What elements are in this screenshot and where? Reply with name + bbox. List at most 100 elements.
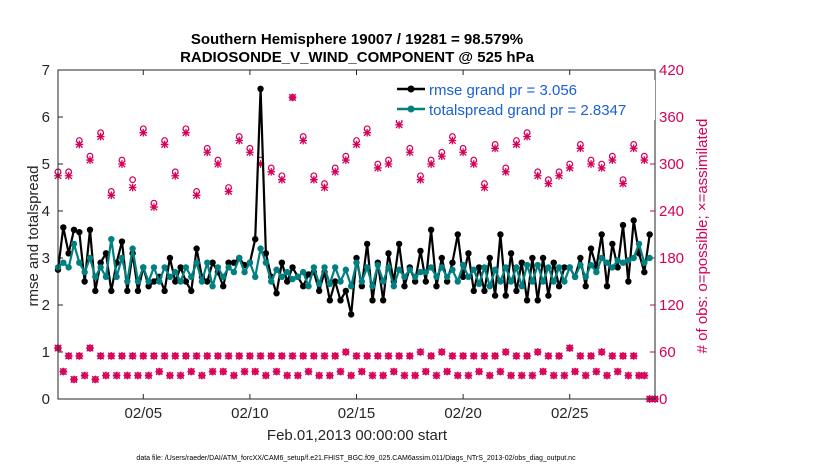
x-tick-label: 02/20 — [444, 405, 482, 422]
obs-count-low-markers — [54, 344, 654, 403]
series-point — [97, 264, 104, 271]
series-point — [81, 268, 88, 276]
obs-assimilated-marker — [480, 352, 489, 360]
obs-assimilated-marker — [437, 152, 446, 161]
series-point — [262, 250, 270, 257]
obs-assimilated-marker — [150, 203, 158, 211]
obs-assimilated-marker — [389, 367, 398, 376]
obs-assimilated-marker — [581, 371, 590, 380]
series-point — [497, 278, 504, 285]
obs-assimilated-marker — [405, 352, 414, 360]
series-point — [619, 221, 627, 229]
obs-assimilated-marker — [246, 148, 254, 157]
obs-assimilated-marker — [86, 344, 94, 352]
obs-assimilated-marker — [118, 352, 126, 360]
series-point — [534, 261, 541, 269]
series-point — [150, 264, 158, 271]
chart-title-line2: RADIOSONDE_V_WIND_COMPONENT @ 525 hPa — [180, 49, 535, 66]
obs-assimilated-marker — [448, 352, 457, 360]
series-point — [614, 264, 621, 271]
y-right-tick-label: 60 — [659, 344, 676, 361]
series-point — [513, 264, 520, 271]
series-point — [481, 287, 488, 295]
series-point — [395, 266, 403, 273]
series-point — [337, 297, 344, 304]
y-left-tick-label: 5 — [42, 156, 50, 173]
series-point — [331, 278, 339, 285]
obs-assimilated-marker — [139, 128, 148, 137]
obs-assimilated-marker — [219, 367, 228, 376]
obs-assimilated-marker — [352, 352, 361, 360]
obs-assimilated-marker — [373, 164, 382, 172]
series-point — [86, 226, 94, 233]
series-point — [561, 264, 568, 271]
series-point — [470, 266, 477, 273]
left-axis-ticks: 0 1 2 3 4 5 6 7 — [42, 62, 63, 408]
series-point — [603, 283, 611, 290]
legend-rmse-marker — [407, 85, 415, 93]
series-point — [646, 231, 653, 238]
y-left-tick-label: 6 — [42, 109, 50, 126]
series-point — [577, 261, 584, 269]
series-point — [113, 273, 120, 280]
series-point — [299, 268, 307, 276]
series-point — [331, 264, 339, 271]
series-point — [641, 259, 648, 266]
obs-assimilated-marker — [405, 148, 414, 157]
series-point — [587, 261, 595, 269]
series-point — [619, 259, 627, 266]
series-point — [475, 280, 483, 288]
obs-assimilated-marker — [240, 367, 249, 376]
y-left-tick-label: 2 — [42, 297, 50, 314]
obs-assimilated-marker — [214, 160, 222, 168]
series-point — [134, 287, 142, 295]
series-point — [459, 273, 467, 280]
series-point — [566, 264, 573, 271]
obs-assimilated-marker — [619, 179, 627, 188]
obs-assimilated-marker — [288, 352, 297, 360]
obs-assimilated-marker — [144, 371, 153, 380]
obs-assimilated-marker — [288, 93, 297, 102]
series-point — [188, 287, 195, 295]
series-point — [289, 264, 296, 271]
series-point — [166, 254, 174, 262]
totalspread-series — [54, 236, 653, 290]
obs-assimilated-marker — [576, 352, 585, 360]
series-point — [252, 273, 259, 280]
obs-assimilated-marker — [256, 352, 265, 360]
series-point — [539, 278, 547, 285]
obs-assimilated-marker — [160, 140, 169, 149]
series-point — [582, 273, 589, 280]
series-point — [246, 259, 254, 266]
series-point — [161, 264, 168, 271]
series-point — [577, 254, 584, 262]
series-point — [140, 264, 147, 271]
obs-assimilated-marker — [411, 371, 419, 380]
series-point — [172, 268, 179, 276]
series-point — [486, 254, 493, 262]
y-right-tick-label: 240 — [659, 203, 684, 220]
series-point — [555, 264, 563, 271]
series-point — [427, 264, 435, 271]
series-point — [347, 283, 355, 290]
series-point — [422, 278, 429, 285]
obs-assimilated-marker — [352, 140, 361, 149]
series-point — [188, 273, 195, 280]
obs-assimilated-marker — [368, 371, 377, 380]
obs-assimilated-marker — [198, 371, 206, 380]
obs-assimilated-marker — [469, 352, 478, 360]
obs-assimilated-marker — [96, 352, 105, 360]
series-point — [379, 297, 387, 304]
series-point — [124, 287, 131, 295]
obs-assimilated-marker — [123, 371, 132, 380]
series-point — [315, 280, 323, 288]
obs-assimilated-marker — [331, 167, 340, 176]
series-point — [166, 273, 174, 280]
data-file-footnote: data file: /Users/raeder/DAI/ATM_forcXX/… — [136, 455, 576, 462]
obs-assimilated-marker — [512, 140, 521, 149]
plot-frame — [57, 69, 656, 400]
obs-assimilated-marker — [432, 371, 441, 380]
series-point — [603, 259, 611, 266]
obs-assimilated-marker — [544, 352, 553, 360]
obs-assimilated-marker — [437, 348, 446, 356]
